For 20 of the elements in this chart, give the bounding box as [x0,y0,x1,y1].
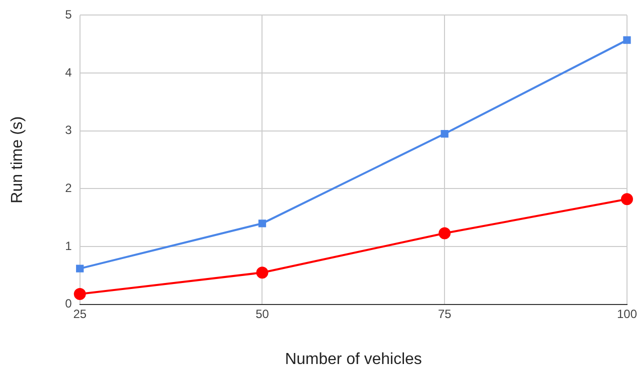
point [256,266,268,279]
y-tick-label: 5 [65,8,72,22]
x-tick-label: 25 [73,306,87,321]
point [438,227,451,240]
x-axis-title: Number of vehicles [284,350,422,368]
y-tick-label: 1 [65,238,72,253]
point [76,264,84,272]
y-tick-label: 3 [65,123,72,138]
x-tick-label: 100 [616,306,638,321]
point [440,130,448,138]
y-tick-label: 4 [65,65,72,80]
y-axis-title: Run time (s) [9,116,26,204]
x-tick-label: 75 [438,306,452,321]
point [258,220,266,228]
point [74,288,86,300]
point [623,36,631,44]
point [620,193,633,206]
y-tick-label: 0 [65,296,72,311]
y-tick-label: 2 [65,181,72,196]
x-tick-label: 50 [256,306,270,321]
